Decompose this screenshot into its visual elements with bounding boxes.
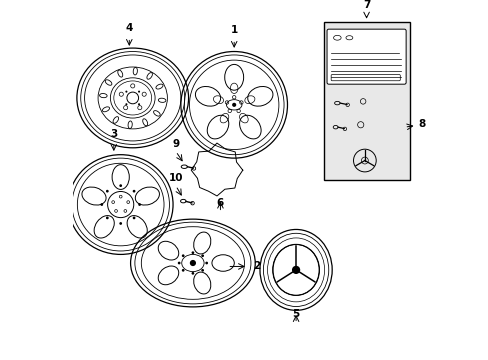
Circle shape [182, 255, 184, 257]
Text: 7: 7 [362, 0, 369, 10]
Text: 2: 2 [253, 261, 260, 271]
Circle shape [291, 266, 300, 274]
Bar [323, 22, 409, 180]
Text: 6: 6 [216, 198, 224, 208]
Circle shape [201, 269, 203, 272]
Circle shape [119, 184, 122, 187]
Text: 10: 10 [168, 173, 183, 183]
Circle shape [132, 190, 135, 193]
Text: 9: 9 [172, 139, 179, 149]
Text: 8: 8 [417, 119, 425, 129]
Text: 4: 4 [125, 23, 133, 33]
Circle shape [182, 269, 184, 272]
Circle shape [189, 260, 196, 266]
Circle shape [178, 262, 180, 264]
Text: 5: 5 [292, 309, 299, 319]
Circle shape [205, 262, 207, 264]
Circle shape [132, 217, 135, 219]
Circle shape [138, 203, 141, 206]
Circle shape [125, 91, 127, 93]
Circle shape [138, 91, 140, 93]
FancyBboxPatch shape [326, 29, 406, 84]
Circle shape [100, 203, 103, 206]
Circle shape [201, 255, 203, 257]
Circle shape [191, 272, 194, 275]
Circle shape [232, 103, 236, 107]
Text: 1: 1 [230, 25, 237, 35]
Circle shape [191, 251, 194, 254]
Circle shape [125, 103, 127, 105]
Circle shape [119, 222, 122, 225]
Circle shape [106, 190, 108, 193]
Text: 3: 3 [110, 129, 117, 139]
Circle shape [138, 103, 140, 105]
Circle shape [106, 217, 108, 219]
